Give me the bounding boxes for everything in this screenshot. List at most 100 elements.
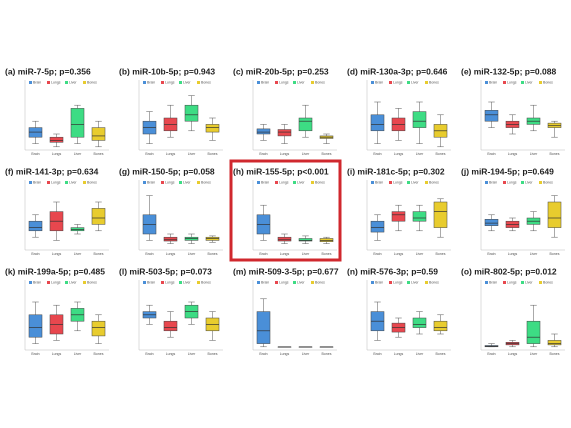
legend-label: Brain xyxy=(33,280,41,284)
legend-swatch xyxy=(371,81,374,84)
legend-label: Liver xyxy=(183,180,191,184)
legend-swatch xyxy=(425,281,428,284)
box xyxy=(484,110,499,122)
box xyxy=(370,114,385,132)
x-tick-label: Bones xyxy=(208,352,218,356)
x-tick-label: Liver xyxy=(302,152,310,156)
legend-swatch xyxy=(257,81,260,84)
legend-swatch xyxy=(65,81,68,84)
x-tick-label: Liver xyxy=(188,352,196,356)
x-tick-label: Bones xyxy=(322,352,332,356)
legend-swatch xyxy=(521,281,524,284)
legend-label: Brain xyxy=(375,80,383,84)
x-tick-label: Lungs xyxy=(166,152,176,156)
legend-label: Lungs xyxy=(51,180,61,184)
legend-swatch xyxy=(161,81,164,84)
x-tick-label: Bones xyxy=(436,152,446,156)
legend-label: Brain xyxy=(147,80,155,84)
legend-swatch xyxy=(485,181,488,184)
legend-swatch xyxy=(407,81,410,84)
panel-title: (b) miR-10b-5p; p=0.943 xyxy=(119,66,215,76)
legend-swatch xyxy=(389,281,392,284)
x-tick-label: Liver xyxy=(530,352,538,356)
legend-label: Liver xyxy=(183,280,191,284)
legend-swatch xyxy=(83,281,86,284)
panel-title: (l) miR-503-5p; p=0.073 xyxy=(119,266,212,276)
box xyxy=(433,201,448,228)
x-tick-label: Liver xyxy=(302,252,310,256)
legend-swatch xyxy=(503,181,506,184)
box xyxy=(70,108,85,138)
legend-swatch xyxy=(143,281,146,284)
box xyxy=(298,117,313,132)
legend-label: Bones xyxy=(543,80,553,84)
legend-label: Liver xyxy=(525,80,533,84)
legend-label: Liver xyxy=(69,180,77,184)
legend-label: Brain xyxy=(147,180,155,184)
legend-label: Liver xyxy=(411,280,419,284)
legend-label: Liver xyxy=(69,280,77,284)
x-tick-label: Lungs xyxy=(508,252,518,256)
legend-swatch xyxy=(539,81,542,84)
panel-title: (i) miR-181c-5p; p=0.302 xyxy=(347,166,445,176)
panel-title: (c) miR-20b-5p; p=0.253 xyxy=(233,66,329,76)
legend-swatch xyxy=(275,81,278,84)
legend-swatch xyxy=(485,281,488,284)
box xyxy=(433,320,448,332)
x-tick-label: Bones xyxy=(322,152,332,156)
legend-label: Liver xyxy=(297,80,305,84)
legend-label: Lungs xyxy=(507,280,517,284)
legend-swatch xyxy=(293,181,296,184)
x-tick-label: Brain xyxy=(487,352,495,356)
legend-swatch xyxy=(179,181,182,184)
panel-title: (e) miR-132-5p; p=0.088 xyxy=(461,66,556,76)
x-tick-label: Brain xyxy=(373,152,381,156)
legend-swatch xyxy=(47,181,50,184)
legend-label: Bones xyxy=(201,180,211,184)
legend-label: Lungs xyxy=(507,80,517,84)
x-tick-label: Bones xyxy=(322,252,332,256)
x-tick-label: Lungs xyxy=(280,152,290,156)
legend-label: Brain xyxy=(261,280,269,284)
x-tick-label: Liver xyxy=(188,152,196,156)
legend-swatch xyxy=(275,281,278,284)
x-tick-label: Lungs xyxy=(52,252,62,256)
x-tick-label: Lungs xyxy=(52,352,62,356)
legend-swatch xyxy=(425,181,428,184)
legend-label: Brain xyxy=(261,180,269,184)
legend-label: Lungs xyxy=(51,280,61,284)
x-tick-label: Liver xyxy=(530,152,538,156)
legend-swatch xyxy=(161,281,164,284)
legend-swatch xyxy=(407,181,410,184)
legend-label: Liver xyxy=(183,80,191,84)
legend-label: Bones xyxy=(429,280,439,284)
x-tick-label: Liver xyxy=(416,152,424,156)
panel-title: (o) miR-802-5p; p=0.012 xyxy=(461,266,557,276)
legend-swatch xyxy=(293,281,296,284)
x-tick-label: Bones xyxy=(436,252,446,256)
legend-label: Bones xyxy=(315,180,325,184)
x-tick-label: Brain xyxy=(259,352,267,356)
legend-swatch xyxy=(539,281,542,284)
legend-label: Lungs xyxy=(393,180,403,184)
x-tick-label: Liver xyxy=(530,252,538,256)
legend-label: Brain xyxy=(489,280,497,284)
x-tick-label: Brain xyxy=(31,152,39,156)
legend-label: Bones xyxy=(201,80,211,84)
legend-label: Brain xyxy=(489,80,497,84)
legend-label: Bones xyxy=(543,280,553,284)
legend-swatch xyxy=(371,281,374,284)
box xyxy=(484,219,499,226)
box xyxy=(277,129,292,137)
x-tick-label: Brain xyxy=(31,252,39,256)
legend-swatch xyxy=(425,81,428,84)
box xyxy=(526,320,541,344)
x-tick-label: Brain xyxy=(145,252,153,256)
panel-title: (h) miR-155-5p; p<0.001 xyxy=(233,166,329,176)
x-tick-label: Liver xyxy=(74,352,82,356)
x-tick-label: Bones xyxy=(550,352,560,356)
box xyxy=(412,211,427,222)
panel-title: (f) miR-141-3p; p=0.634 xyxy=(5,166,99,176)
x-tick-label: Lungs xyxy=(280,352,290,356)
